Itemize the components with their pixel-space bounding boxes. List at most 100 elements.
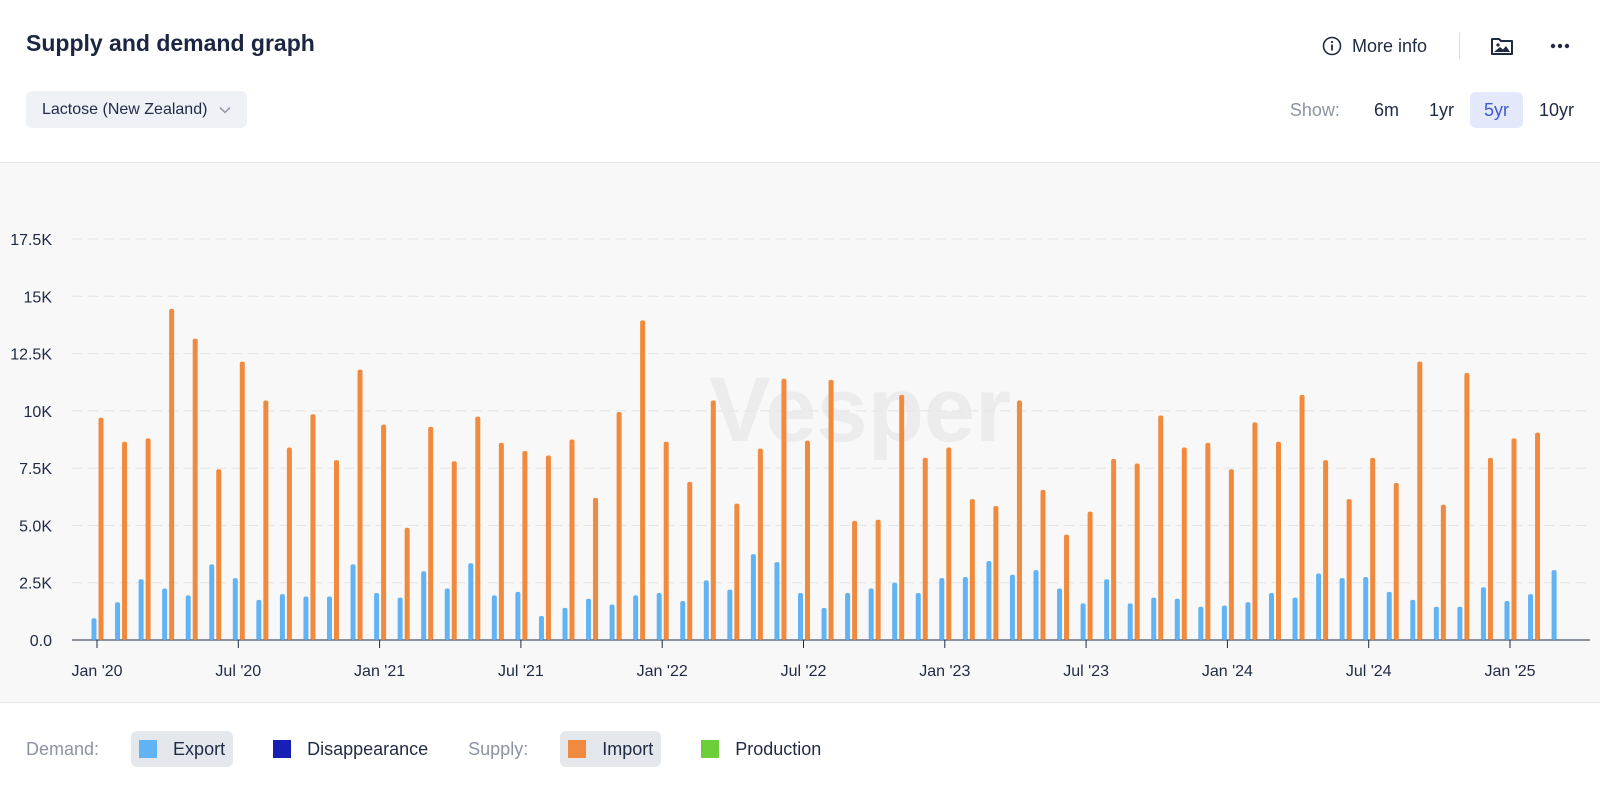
export-bar xyxy=(562,607,568,640)
import-bar xyxy=(1016,400,1022,640)
x-tick-label: Jan '20 xyxy=(71,663,122,680)
export-bar xyxy=(656,593,662,640)
range-1yr[interactable]: 1yr xyxy=(1428,100,1454,120)
legend-item-import[interactable]: Import xyxy=(560,731,662,767)
import-bar xyxy=(263,400,269,640)
export-bar xyxy=(327,596,332,640)
more-options-button[interactable] xyxy=(1550,43,1570,49)
image-folder-icon xyxy=(1491,38,1513,55)
import-bar xyxy=(640,320,646,640)
more-info-button[interactable]: More info xyxy=(1322,36,1427,57)
import-bar xyxy=(1535,432,1541,640)
import-bar xyxy=(875,519,881,640)
chart-area: Vesper 0.0 2.5K 5.0K 7.5K 10K 12.5K 15K 17.5K Jan… xyxy=(0,162,1600,703)
import-bar xyxy=(310,414,316,640)
range-6m[interactable]: 6m xyxy=(1373,100,1399,120)
export-bar xyxy=(1457,606,1463,640)
legend-item-disappearance[interactable]: Disappearance xyxy=(265,731,436,767)
import-bar xyxy=(451,461,457,640)
export-bar xyxy=(1151,597,1157,640)
production-swatch xyxy=(701,740,720,758)
import-bar xyxy=(522,450,528,640)
export-bar xyxy=(279,594,285,640)
import-bar xyxy=(428,426,434,640)
import-bar xyxy=(1440,504,1446,640)
legend-item-export[interactable]: Export xyxy=(131,731,234,767)
y-tick-label: 10K xyxy=(24,404,53,421)
export-bar xyxy=(1528,594,1534,640)
import-bar xyxy=(593,497,599,640)
more-info-label: More info xyxy=(1351,35,1427,56)
import-bar xyxy=(1252,422,1258,640)
import-bar xyxy=(286,447,292,640)
import-bar xyxy=(1323,460,1329,640)
x-tick-label: Jan '23 xyxy=(919,663,970,680)
export-bar xyxy=(1339,578,1345,640)
export-bar xyxy=(162,588,168,640)
export-bar xyxy=(515,591,521,640)
x-tick-label: Jul '22 xyxy=(781,663,827,680)
export-bar xyxy=(1386,591,1392,640)
export-bar xyxy=(1127,603,1133,640)
export-bar xyxy=(232,578,238,640)
export-bar xyxy=(185,595,191,640)
export-bar xyxy=(915,593,921,640)
import-bar xyxy=(216,469,222,640)
export-bar xyxy=(1410,599,1416,640)
export-bar xyxy=(538,615,544,640)
legend-item-production[interactable]: Production xyxy=(693,731,829,767)
export-bar xyxy=(774,562,780,640)
import-bar xyxy=(169,308,175,640)
export-bar xyxy=(750,554,756,640)
export-bar xyxy=(1292,597,1298,640)
import-bar xyxy=(1134,463,1140,640)
import-bar xyxy=(1111,458,1117,640)
x-tick-label: Jan '25 xyxy=(1484,663,1535,680)
import-bar xyxy=(1087,511,1093,640)
import-bar xyxy=(1205,442,1211,640)
legend-demand-label: Demand: xyxy=(26,738,100,759)
import-bar xyxy=(1181,447,1187,640)
export-bar xyxy=(1009,574,1015,640)
import-bar xyxy=(1228,469,1234,640)
export-bar xyxy=(1198,606,1204,640)
export-bar xyxy=(1245,602,1251,640)
export-bar xyxy=(1363,576,1369,640)
import-bar xyxy=(781,378,787,640)
export-bar xyxy=(91,618,97,640)
import-bar xyxy=(545,455,551,640)
export-bar xyxy=(1480,587,1486,640)
import-bar xyxy=(946,447,952,640)
show-label: Show: xyxy=(1289,99,1340,120)
chevron-down-icon xyxy=(219,106,231,114)
range-10yr[interactable]: 10yr xyxy=(1538,100,1574,120)
product-select[interactable]: Lactose (New Zealand) xyxy=(26,91,248,128)
export-bar xyxy=(703,580,709,640)
legend: Demand: Export Disappearance Supply: Imp… xyxy=(26,731,861,767)
import-bar xyxy=(734,503,740,640)
y-tick-label: 2.5K xyxy=(19,576,52,593)
x-tick-label: Jul '23 xyxy=(1063,663,1109,680)
export-bar xyxy=(1033,570,1039,640)
range-5yr[interactable]: 5yr xyxy=(1469,92,1523,128)
export-bar xyxy=(350,564,356,640)
export-bar xyxy=(798,593,803,640)
export-bar xyxy=(468,563,474,640)
y-tick-label: 12.5K xyxy=(10,347,52,364)
y-tick-label: 17.5K xyxy=(10,232,52,249)
import-bar xyxy=(852,520,858,640)
import-bar xyxy=(922,457,928,640)
disappearance-swatch xyxy=(273,740,292,758)
import-swatch xyxy=(568,740,587,758)
import-bar xyxy=(899,394,905,640)
legend-import-label: Import xyxy=(602,738,654,759)
export-bar xyxy=(986,560,992,640)
import-bar xyxy=(334,460,339,640)
range-selector: Show: 6m 1yr 5yr 10yr xyxy=(1290,92,1588,128)
export-bar xyxy=(1057,588,1063,640)
export-bar xyxy=(115,602,121,640)
export-bar xyxy=(1174,598,1180,640)
export-image-button[interactable] xyxy=(1490,35,1514,57)
export-bar xyxy=(609,604,615,640)
export-bar xyxy=(1316,573,1322,640)
